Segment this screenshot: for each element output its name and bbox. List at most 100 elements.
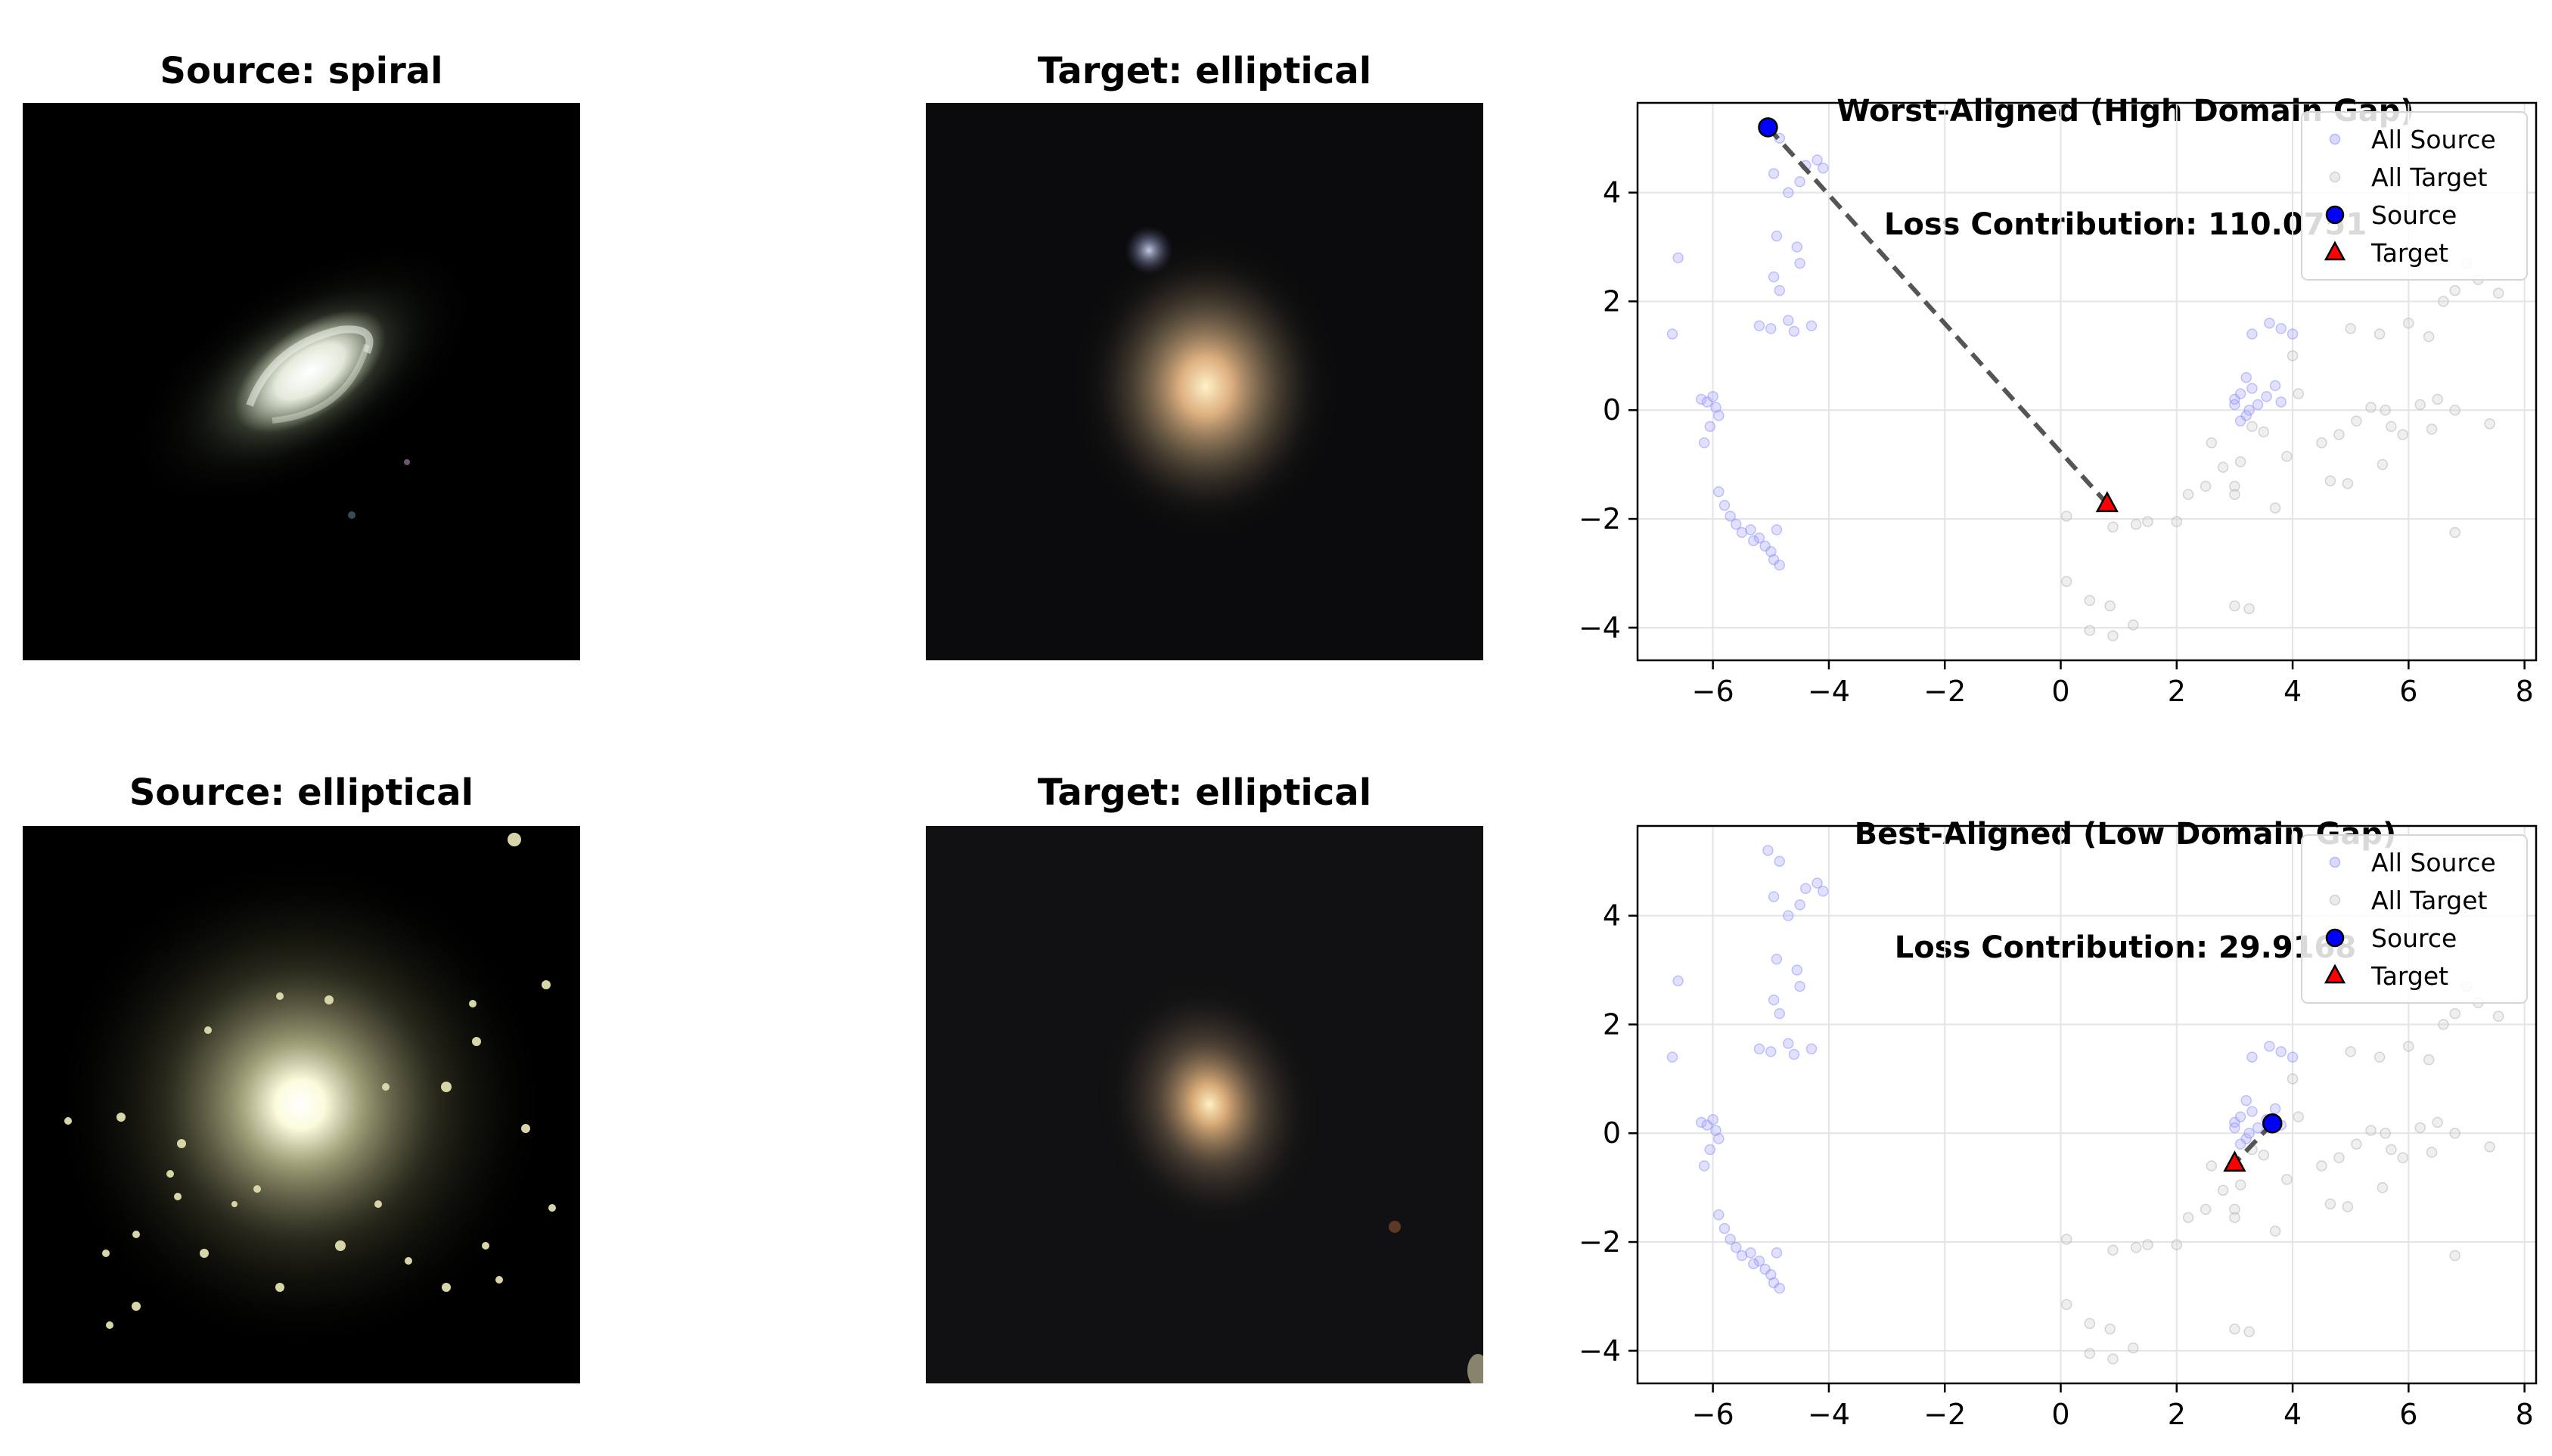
all-source-point	[2269, 1103, 2281, 1115]
all-target-point	[2333, 1152, 2345, 1163]
all-target-point	[2333, 429, 2345, 440]
all-target-point	[2128, 619, 2139, 631]
all-target-point	[2484, 418, 2495, 430]
all-source-point	[2240, 410, 2252, 421]
all-source-point	[1701, 396, 1713, 408]
all-source-point	[1759, 1263, 1771, 1275]
all-source-point	[2287, 1051, 2299, 1063]
all-target-point	[2217, 461, 2229, 473]
all-target-point	[2130, 1241, 2142, 1253]
y-tick-label: 2	[1603, 1007, 1621, 1041]
all-source-point	[1774, 1007, 1786, 1020]
all-source-point	[2287, 328, 2299, 340]
all-target-point	[2432, 1116, 2443, 1128]
all-source-point	[2234, 1138, 2246, 1150]
all-target-point	[2342, 1201, 2354, 1212]
y-tick-label: 0	[1603, 393, 1621, 427]
all-source-point	[1696, 393, 1707, 405]
all-target-point	[2107, 1244, 2119, 1256]
all-source-point	[1759, 540, 1771, 552]
all-source-point	[1805, 320, 1818, 332]
all-target-point	[2316, 437, 2327, 449]
chart-title-worst-aligned: Worst-Aligned (High Domain Gap) Loss Con…	[1634, 17, 2552, 281]
chart-subtitle-best-loss: Loss Contribution: 29.9168	[1894, 930, 2357, 965]
all-source-point	[2240, 1094, 2252, 1107]
all-source-point	[2246, 328, 2258, 340]
x-tick-label: 0	[2051, 675, 2069, 708]
all-target-point	[2104, 1323, 2116, 1335]
all-source-point	[2275, 1046, 2287, 1057]
all-target-point	[2060, 511, 2072, 522]
all-target-point	[2438, 1019, 2449, 1030]
galaxy-image-target-elliptical-top	[926, 103, 1483, 660]
all-source-point	[1718, 1222, 1731, 1234]
image-title-target-elliptical-top: Target: elliptical	[1037, 50, 1372, 92]
all-source-point	[2240, 1133, 2252, 1144]
all-target-point	[2414, 1122, 2426, 1134]
y-tick-label: −2	[1579, 502, 1621, 536]
all-source-point	[1725, 511, 1736, 522]
all-source-point	[2252, 399, 2264, 411]
all-target-point	[2426, 1147, 2438, 1158]
all-target-point	[2258, 1149, 2270, 1161]
all-source-point	[1698, 437, 1710, 449]
all-source-point	[1713, 1209, 1725, 1221]
all-source-point	[1666, 328, 1678, 340]
all-target-point	[2484, 1141, 2495, 1153]
highlight-target-point	[2223, 1150, 2246, 1172]
all-source-point	[1768, 1277, 1780, 1289]
all-target-point	[2449, 526, 2460, 539]
all-target-point	[2342, 478, 2354, 489]
all-target-point	[2324, 475, 2336, 486]
all-target-point	[2351, 415, 2362, 427]
all-source-point	[1788, 1048, 1800, 1060]
all-target-point	[2060, 576, 2072, 587]
all-source-point	[1698, 1160, 1710, 1172]
all-source-point	[2269, 380, 2281, 392]
all-target-point	[2229, 489, 2240, 500]
all-source-point	[2229, 1116, 2240, 1128]
all-target-point	[2324, 1198, 2336, 1209]
all-source-point	[1745, 524, 1756, 536]
all-source-point	[2234, 415, 2246, 427]
all-target-point	[2243, 1326, 2255, 1337]
all-source-point	[1765, 545, 1777, 557]
x-tick-label: 2	[2168, 1398, 2186, 1431]
all-target-point	[2269, 1225, 2281, 1237]
all-source-point	[1713, 410, 1725, 421]
chart-title-best-line1: Best-Aligned (Low Domain Gap)	[1854, 817, 2397, 852]
all-target-point	[2351, 1138, 2362, 1150]
all-target-point	[2365, 1125, 2377, 1136]
all-source-point	[2264, 1040, 2275, 1052]
all-target-point	[2171, 1239, 2183, 1250]
all-source-point	[2264, 317, 2275, 329]
y-tick-label: −4	[1579, 611, 1621, 644]
all-target-point	[2449, 1250, 2460, 1262]
all-source-point	[1768, 554, 1780, 566]
all-target-point	[2107, 1353, 2119, 1364]
all-source-point	[1753, 1255, 1765, 1267]
all-target-point	[2373, 1051, 2386, 1063]
all-target-point	[2128, 1343, 2139, 1354]
galaxy-image-source-elliptical	[23, 826, 580, 1383]
all-source-point	[1783, 315, 1794, 326]
all-source-point	[1701, 1119, 1713, 1131]
all-source-point	[1736, 1250, 1748, 1262]
all-source-point	[1771, 524, 1783, 536]
all-target-point	[2397, 1152, 2408, 1163]
all-source-point	[2229, 1122, 2240, 1134]
all-target-point	[2287, 1073, 2299, 1085]
all-target-point	[2269, 502, 2281, 514]
all-target-point	[2423, 331, 2435, 343]
all-target-point	[2200, 1203, 2212, 1215]
all-target-point	[2423, 1054, 2435, 1066]
all-target-point	[2281, 451, 2293, 462]
all-source-point	[2229, 399, 2240, 411]
all-target-point	[2386, 421, 2397, 433]
all-target-point	[2200, 480, 2212, 492]
all-target-point	[2438, 296, 2449, 307]
all-target-point	[2182, 489, 2194, 500]
all-target-point	[2403, 317, 2414, 329]
galaxy-image-source-spiral	[23, 103, 580, 660]
all-source-point	[1710, 1125, 1722, 1136]
